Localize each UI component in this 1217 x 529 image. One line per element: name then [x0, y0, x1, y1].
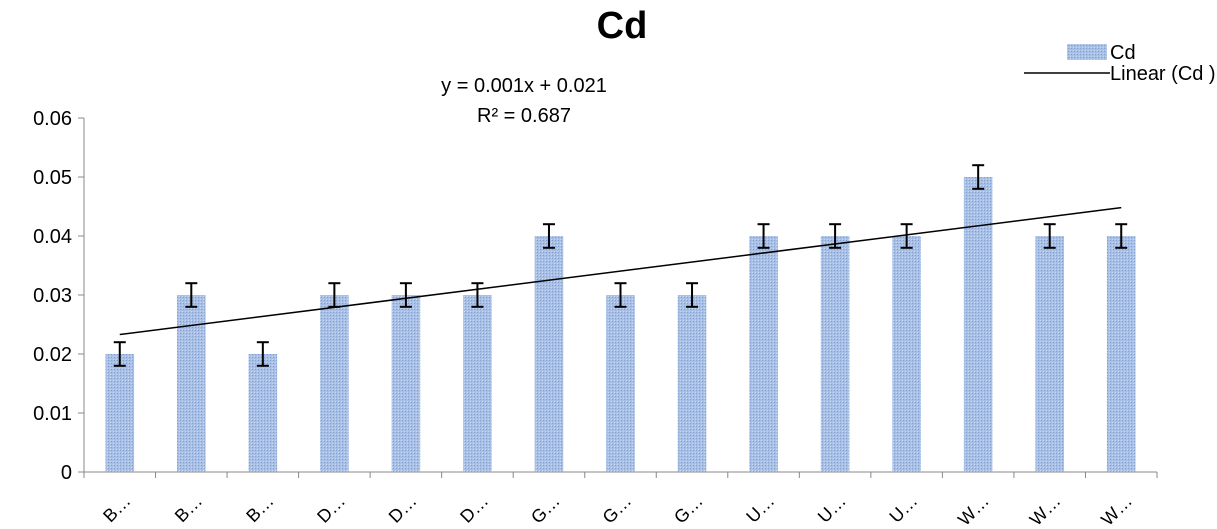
x-tick-label: G…: [527, 491, 564, 528]
x-tick-label: B…: [99, 491, 134, 526]
bar: [1035, 236, 1065, 472]
bar: [176, 295, 206, 472]
legend-label-cd: Cd: [1110, 42, 1136, 64]
trendline-annotation: y = 0.001x + 0.021 R² = 0.687: [441, 75, 607, 127]
error-bar: [185, 282, 198, 308]
error-bar: [1115, 223, 1128, 249]
x-tick-label: W…: [1097, 491, 1136, 529]
error-bar: [399, 282, 412, 308]
bar: [606, 295, 635, 472]
x-tick-label: U…: [814, 491, 850, 527]
bar: [105, 354, 135, 472]
chart-title: Cd: [597, 5, 648, 47]
x-tick-label: B…: [242, 491, 277, 526]
error-bar: [972, 164, 985, 190]
x-tick-label: D…: [456, 491, 492, 527]
y-tick-label: 0: [61, 462, 72, 484]
legend-swatch-cd: [1067, 44, 1107, 60]
bars: [105, 177, 1136, 472]
x-tick-label: U…: [885, 491, 921, 527]
x-tick-label: D…: [385, 491, 421, 527]
bar: [677, 295, 707, 472]
bar: [320, 295, 349, 472]
error-bar: [113, 341, 126, 367]
bar: [391, 295, 421, 472]
x-tick-label: W…: [1026, 491, 1065, 529]
error-bar: [614, 282, 627, 308]
x-tick-label: G…: [599, 491, 636, 528]
bar: [820, 236, 850, 472]
error-bar: [1043, 223, 1056, 249]
x-tick-label: G…: [670, 491, 707, 528]
error-bar: [256, 341, 269, 367]
trendline-r-squared: R² = 0.687: [477, 105, 571, 127]
trendline: [119, 206, 1122, 336]
x-axis: B… B… B… D… D… D… G… G… G… U… U… U… W… W… W…: [83, 471, 1158, 529]
y-tick-label: 0.03: [33, 285, 72, 307]
x-tick-label: B…: [171, 491, 206, 526]
y-tick-label: 0.06: [33, 108, 72, 130]
bar: [892, 236, 921, 472]
x-tick-label: D…: [313, 491, 349, 527]
bar: [463, 295, 492, 472]
y-tick-label: 0.04: [33, 226, 72, 248]
trendline-equation: y = 0.001x + 0.021: [441, 75, 607, 97]
error-bar: [757, 223, 770, 249]
error-bar: [900, 223, 913, 249]
x-tick-label: U…: [742, 491, 778, 527]
error-bar: [686, 282, 699, 308]
y-tick-label: 0.05: [33, 167, 72, 189]
bar: [248, 354, 278, 472]
error-bar: [542, 223, 555, 249]
legend: Cd Linear (Cd ): [1024, 42, 1216, 85]
bar: [534, 236, 564, 472]
bar: [1106, 236, 1136, 472]
bar: [963, 177, 993, 472]
bar: [749, 236, 778, 472]
y-tick-label: 0.02: [33, 344, 72, 366]
trendline-line: [119, 206, 1122, 336]
x-tick-label: W…: [954, 491, 993, 529]
y-tick-label: 0.01: [33, 403, 72, 425]
legend-label-linear: Linear (Cd ): [1110, 63, 1216, 85]
error-bar: [471, 282, 484, 308]
y-axis: 0 0.01 0.02 0.03 0.04 0.05 0.06: [33, 108, 85, 484]
